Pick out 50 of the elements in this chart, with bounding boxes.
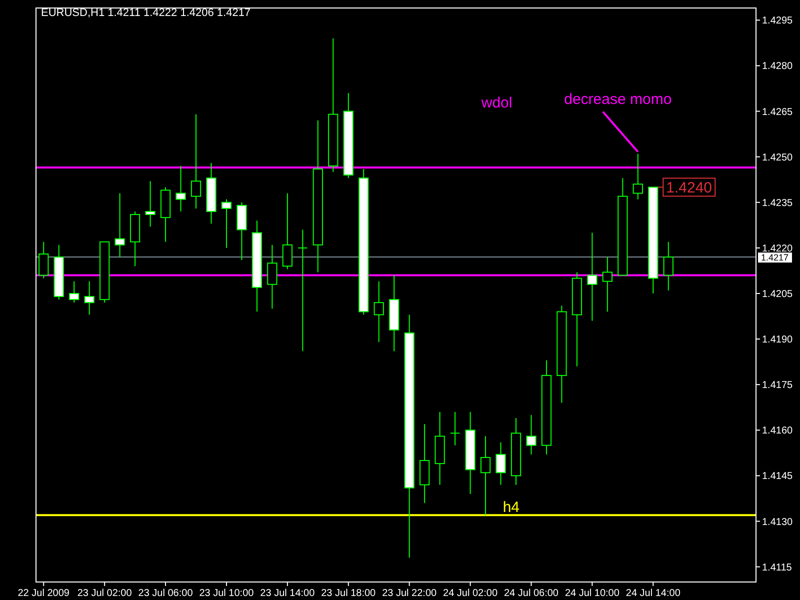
candlestick <box>267 244 278 310</box>
x-tick-label: 24 Jul 02:00 <box>443 588 498 599</box>
ref-line-label: wdol <box>480 94 512 112</box>
candlestick <box>663 241 674 291</box>
candlestick <box>176 165 186 212</box>
candlestick <box>480 436 491 516</box>
candlestick <box>496 442 506 486</box>
y-tick-label: 1.4280 <box>762 61 794 72</box>
x-tick-label: 22 Jul 2009 <box>18 588 70 599</box>
candlestick <box>450 411 460 446</box>
chart-title: EURUSD,H1 1.4211 1.4222 1.4206 1.4217 <box>41 7 251 19</box>
y-tick-label: 1.4160 <box>762 426 794 437</box>
candlestick <box>282 192 292 270</box>
candlestick <box>114 192 125 258</box>
candlestick <box>632 153 643 200</box>
x-tick-label: 23 Jul 14:00 <box>260 588 316 599</box>
x-tick-label: 23 Jul 18:00 <box>321 588 376 599</box>
candlestick <box>38 241 49 279</box>
x-tick-label: 23 Jul 22:00 <box>382 588 438 599</box>
candlestick <box>84 280 94 316</box>
candlestick <box>602 256 612 312</box>
x-tick-label: 24 Jul 06:00 <box>504 588 559 599</box>
x-tick-label: 23 Jul 06:00 <box>138 588 194 599</box>
x-tick-label: 23 Jul 02:00 <box>77 588 132 599</box>
y-tick-label: 1.4130 <box>762 516 794 528</box>
y-tick-label: 1.4295 <box>762 16 794 27</box>
annotation: decrease momo <box>564 90 672 108</box>
x-tick-label: 23 Jul 10:00 <box>199 588 254 599</box>
y-tick-label: 1.4220 <box>762 243 794 254</box>
candlestick <box>374 280 384 343</box>
y-tick-label: 1.4175 <box>762 380 794 392</box>
ref-line-label: h4 <box>502 499 520 516</box>
candlestick <box>190 114 202 209</box>
candlestick <box>298 229 308 352</box>
ref-line-label: 1.4217 <box>761 252 789 263</box>
x-tick-label: 24 Jul 10:00 <box>564 588 620 599</box>
candlestick <box>145 180 156 228</box>
y-tick-label: 1.4235 <box>762 198 794 209</box>
y-tick-label: 1.4115 <box>762 562 792 574</box>
y-tick-label: 1.4250 <box>762 152 794 164</box>
y-tick-label: 1.4205 <box>762 288 794 300</box>
candlestick <box>69 280 80 304</box>
x-tick-label: 24 Jul 14:00 <box>626 588 681 599</box>
y-tick-label: 1.4145 <box>762 471 794 482</box>
candlestick <box>221 198 232 248</box>
candlestick <box>587 232 598 322</box>
candlestick <box>526 414 536 455</box>
annotation: 1.4240 <box>666 179 712 196</box>
y-tick-label: 1.4190 <box>762 334 794 346</box>
y-tick-label: 1.4265 <box>762 106 794 118</box>
